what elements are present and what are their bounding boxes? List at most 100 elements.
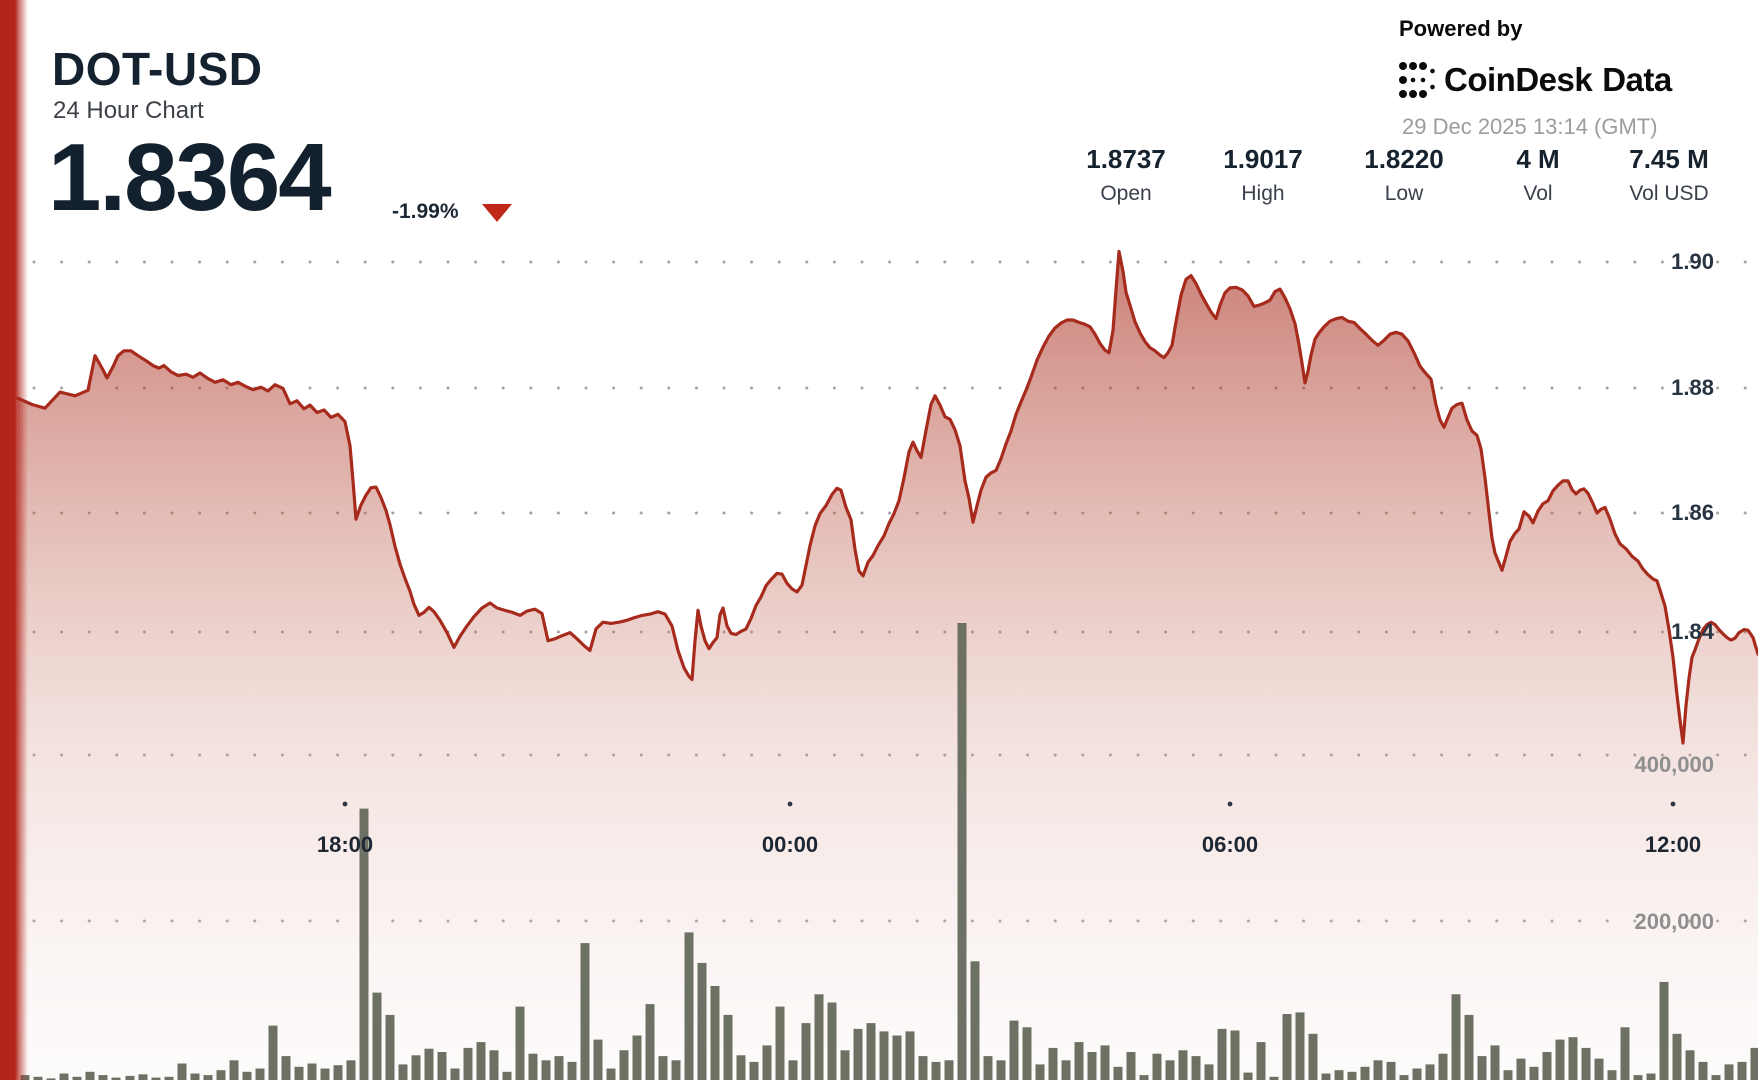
gridline-dot xyxy=(888,511,892,515)
gridline-dot xyxy=(750,386,754,390)
volume-bar xyxy=(216,1070,226,1080)
gridline-dot xyxy=(418,511,422,515)
gridline-dot xyxy=(529,260,533,264)
volume-bar xyxy=(1113,1066,1123,1080)
gridline-dot xyxy=(1688,386,1692,390)
volume-bar xyxy=(775,1006,785,1080)
time-tick-dot xyxy=(787,801,793,807)
volume-bar xyxy=(1126,1052,1136,1080)
volume-bar xyxy=(1360,1066,1370,1080)
gridline-dot xyxy=(1578,260,1582,264)
gridline-dot xyxy=(998,260,1002,264)
volume-bar xyxy=(1191,1056,1201,1080)
left-accent-bar xyxy=(0,0,30,1080)
stat-low-value: 1.8220 xyxy=(1364,144,1444,174)
gridline-dot xyxy=(584,630,588,634)
volume-bar xyxy=(1061,1060,1071,1080)
volume-bar xyxy=(1672,1033,1682,1080)
gridline-dot xyxy=(556,630,560,634)
gridline-dot xyxy=(474,260,478,264)
gridline-dot xyxy=(1522,260,1526,264)
gridline-dot xyxy=(639,260,643,264)
gridline-dot xyxy=(1605,386,1609,390)
volume-bar xyxy=(1321,1073,1331,1080)
volume-bar xyxy=(1620,1027,1630,1080)
volume-bar xyxy=(632,1035,642,1080)
gridline-dot xyxy=(501,511,505,515)
volume-bar xyxy=(398,1064,408,1080)
brand-name: CoinDesk xyxy=(1444,61,1593,98)
volume-bar xyxy=(970,961,980,1080)
gridline-dot xyxy=(308,386,312,390)
volume-bar xyxy=(1685,1050,1695,1080)
gridline-dot xyxy=(805,511,809,515)
volume-bar xyxy=(554,1056,564,1080)
stat-low: 1.8220 Low xyxy=(1364,146,1444,204)
volume-bar xyxy=(372,992,382,1080)
volume-bar xyxy=(177,1063,187,1080)
gridline-dot xyxy=(888,260,892,264)
time-tick-1800: 18:00 xyxy=(316,832,374,857)
gridline-dot xyxy=(60,260,64,264)
volume-bar xyxy=(1282,1014,1292,1080)
volume-bar xyxy=(1490,1045,1500,1080)
stat-high-label: High xyxy=(1241,182,1285,205)
gridline-dot xyxy=(32,260,36,264)
gridline-dot xyxy=(612,260,616,264)
time-tick-0600: 06:00 xyxy=(1201,832,1259,857)
gridline-dot xyxy=(391,511,395,515)
volume-bar xyxy=(1412,1068,1422,1080)
volume-bar xyxy=(346,1060,356,1080)
gridline-dot xyxy=(115,260,119,264)
volume-bar xyxy=(229,1060,239,1080)
gridline-dot xyxy=(639,386,643,390)
gridline-dot xyxy=(446,260,450,264)
gridline-dot xyxy=(722,386,726,390)
volume-bar xyxy=(1204,1064,1214,1080)
volume-bar xyxy=(1009,1020,1019,1080)
gridline-dot xyxy=(612,386,616,390)
gridline-dot xyxy=(1550,260,1554,264)
gridline-dot xyxy=(1440,386,1444,390)
gridline-dot xyxy=(1660,260,1664,264)
stat-open: 1.8737 Open xyxy=(1086,146,1166,204)
gridline-dot xyxy=(584,386,588,390)
gridline-dot xyxy=(1274,260,1278,264)
volume-bar xyxy=(411,1055,421,1080)
gridline-dot xyxy=(1716,260,1720,264)
volume-bar xyxy=(1451,994,1461,1080)
gridline-dot xyxy=(225,260,229,264)
volume-bar xyxy=(1399,1075,1409,1080)
gridline-dot xyxy=(915,260,919,264)
gridline-dot xyxy=(1743,386,1747,390)
volume-bar xyxy=(1386,1061,1396,1080)
gridline-dot xyxy=(777,386,781,390)
gridline-dot xyxy=(943,386,947,390)
gridline-dot xyxy=(860,511,864,515)
gridline-dot xyxy=(1688,260,1692,264)
price-change-pct: -1.99% xyxy=(392,200,459,223)
gridline-dot xyxy=(998,386,1002,390)
gridline-dot xyxy=(142,260,146,264)
volume-bar xyxy=(1750,1047,1758,1080)
volume-bar xyxy=(1633,1075,1643,1080)
volume-bar xyxy=(1646,1073,1656,1080)
gridline-dot xyxy=(1053,260,1057,264)
volume-bar xyxy=(1529,1066,1539,1080)
gridline-dot xyxy=(667,260,671,264)
volume-bar xyxy=(957,623,967,1080)
volume-bar xyxy=(502,1071,512,1080)
coindesk-logo-icon xyxy=(1399,62,1435,98)
stat-vol-usd-label: Vol USD xyxy=(1629,182,1709,205)
volume-bar xyxy=(138,1074,148,1080)
volume-bar xyxy=(1269,1076,1279,1080)
volume-bar xyxy=(320,1068,330,1080)
gridline-dot xyxy=(584,260,588,264)
volume-bar xyxy=(931,1061,941,1080)
volume-bar xyxy=(437,1052,447,1080)
stat-vol-usd: 7.45 M Vol USD xyxy=(1629,146,1709,204)
gridline-dot xyxy=(888,386,892,390)
volume-bar xyxy=(515,1006,525,1080)
